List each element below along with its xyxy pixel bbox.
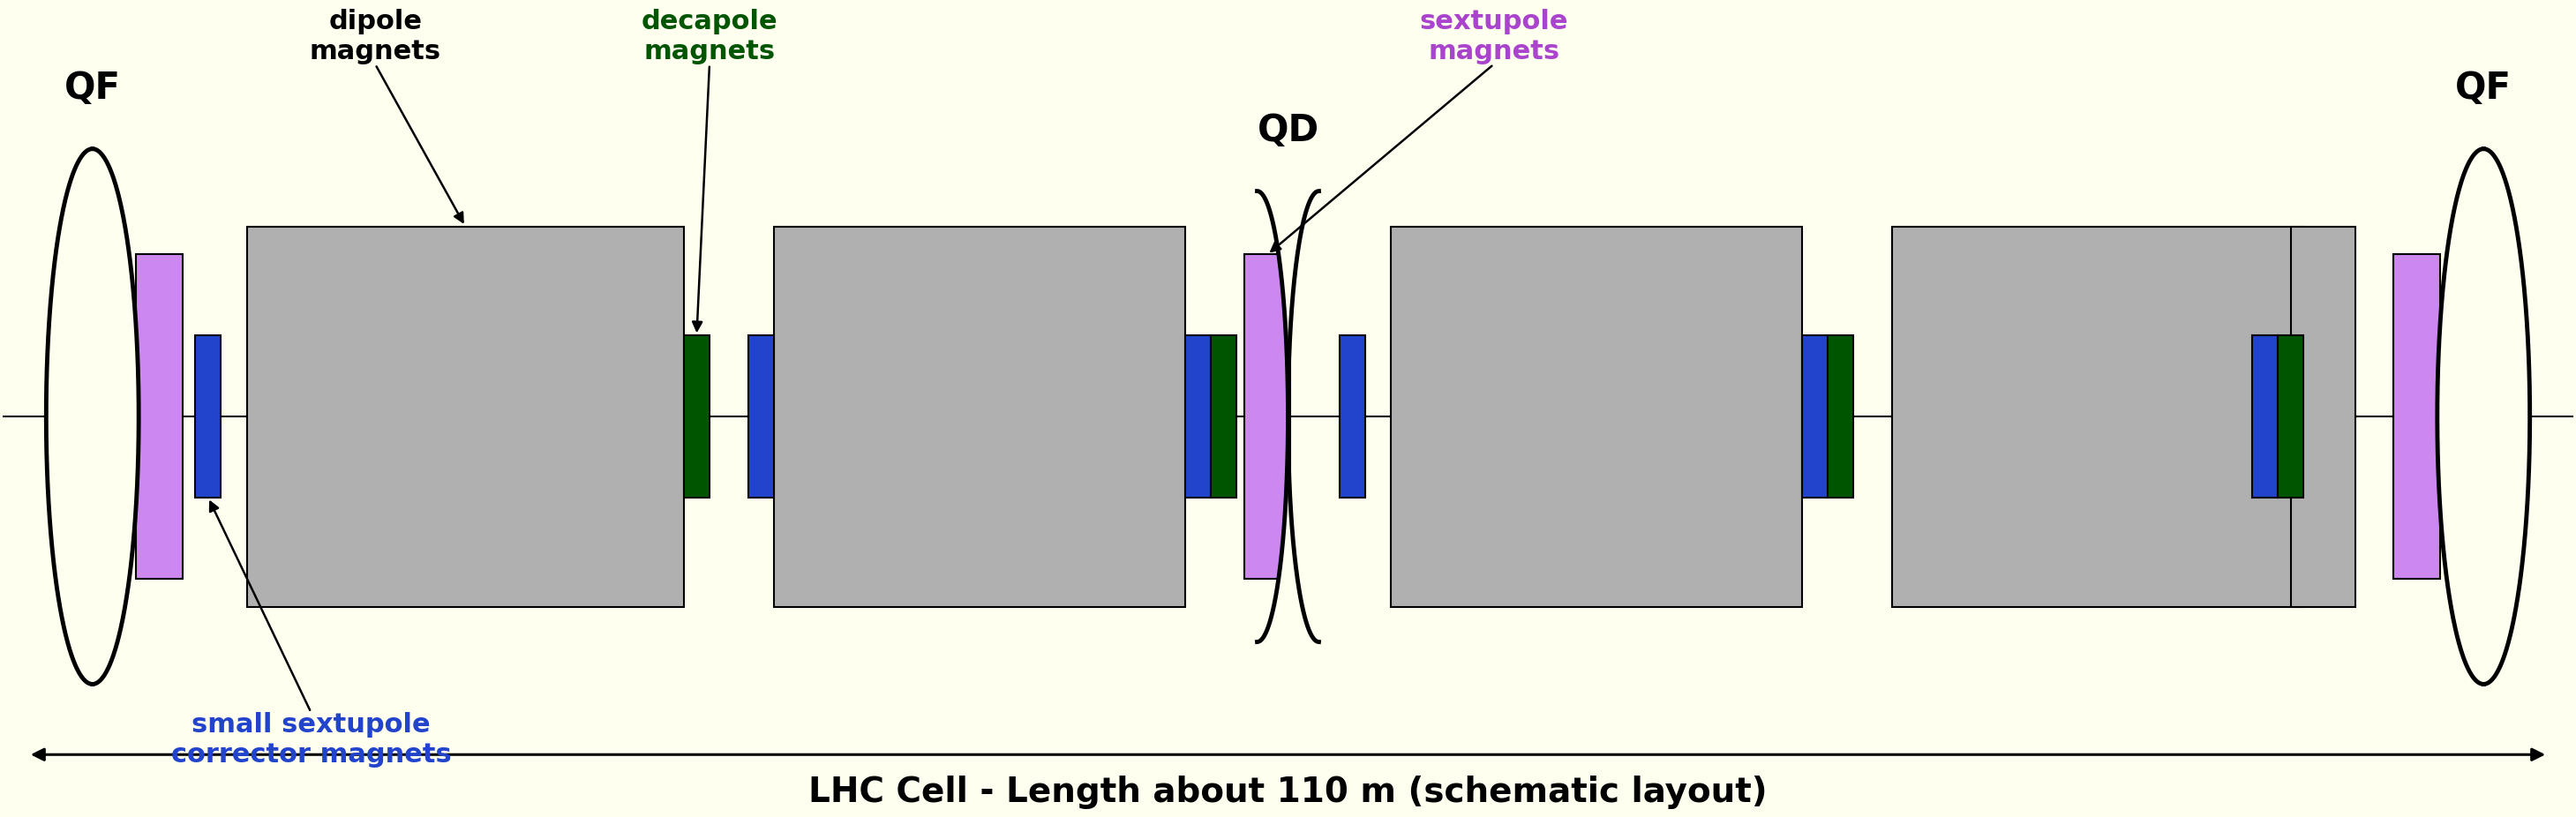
- Bar: [1340, 336, 1365, 498]
- Polygon shape: [46, 149, 139, 684]
- Bar: [196, 336, 222, 498]
- Text: QD: QD: [1257, 112, 1319, 149]
- Bar: [2290, 226, 2354, 607]
- Bar: [1893, 226, 2303, 607]
- Bar: [1803, 336, 1829, 498]
- Text: small sextupole
corrector magnets: small sextupole corrector magnets: [170, 712, 451, 767]
- Bar: [1829, 336, 1855, 498]
- Bar: [137, 254, 183, 578]
- Bar: [773, 226, 1185, 607]
- Bar: [747, 336, 773, 498]
- Text: QF: QF: [64, 69, 121, 106]
- Bar: [1391, 226, 1803, 607]
- Polygon shape: [2437, 149, 2530, 684]
- Bar: [1211, 336, 1236, 498]
- Bar: [2251, 336, 2277, 498]
- Polygon shape: [1257, 191, 1319, 642]
- Text: QF: QF: [2455, 69, 2512, 106]
- Text: dipole
magnets: dipole magnets: [309, 9, 440, 65]
- Bar: [2277, 336, 2303, 498]
- Text: sextupole
magnets: sextupole magnets: [1419, 9, 1569, 65]
- Bar: [1244, 254, 1291, 578]
- Text: decapole
magnets: decapole magnets: [641, 9, 778, 65]
- Bar: [247, 226, 683, 607]
- Text: LHC Cell - Length about 110 m (schematic layout): LHC Cell - Length about 110 m (schematic…: [809, 775, 1767, 810]
- Bar: [2393, 254, 2439, 578]
- Bar: [1185, 336, 1211, 498]
- Bar: [683, 336, 708, 498]
